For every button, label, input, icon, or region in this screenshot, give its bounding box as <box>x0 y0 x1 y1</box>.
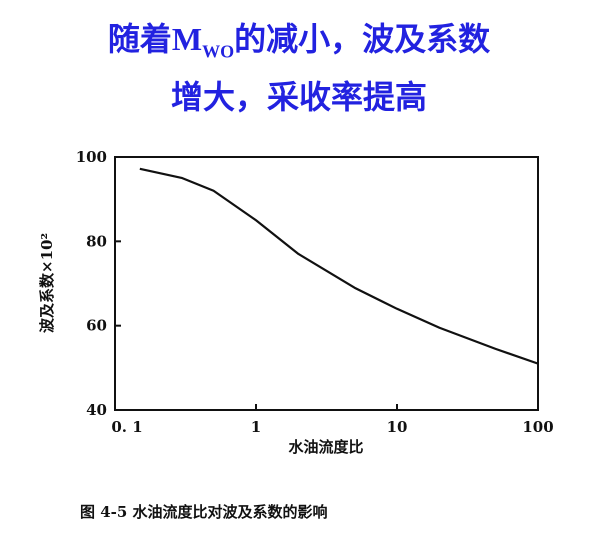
y-tick-label: 40 <box>86 401 107 419</box>
x-tick-label: 10 <box>387 418 408 436</box>
headline-text: 的减小，波及系数 <box>234 21 491 57</box>
headline-line1: 随着MWO的减小，波及系数 <box>0 14 598 62</box>
x-tick-label: 100 <box>522 418 553 436</box>
x-axis-label: 水油流度比 <box>288 438 363 456</box>
x-tick-label: 1 <box>251 418 261 436</box>
headline-line2: 增大，采收率提高 <box>170 79 427 115</box>
y-tick-label: 100 <box>76 148 107 166</box>
y-tick-label: 60 <box>86 317 107 335</box>
headline-subscript: WO <box>202 41 235 62</box>
plot-frame <box>114 156 539 411</box>
y-axis-label: 波及系数×10² <box>38 233 56 333</box>
line-series <box>139 167 539 365</box>
headline-text: 随着M <box>107 21 203 57</box>
y-tick-label: 80 <box>86 232 107 250</box>
caption: 图 4-5 水油流度比对波及系数的影响 <box>80 503 328 521</box>
x-tick-label: 0. 1 <box>111 418 142 436</box>
